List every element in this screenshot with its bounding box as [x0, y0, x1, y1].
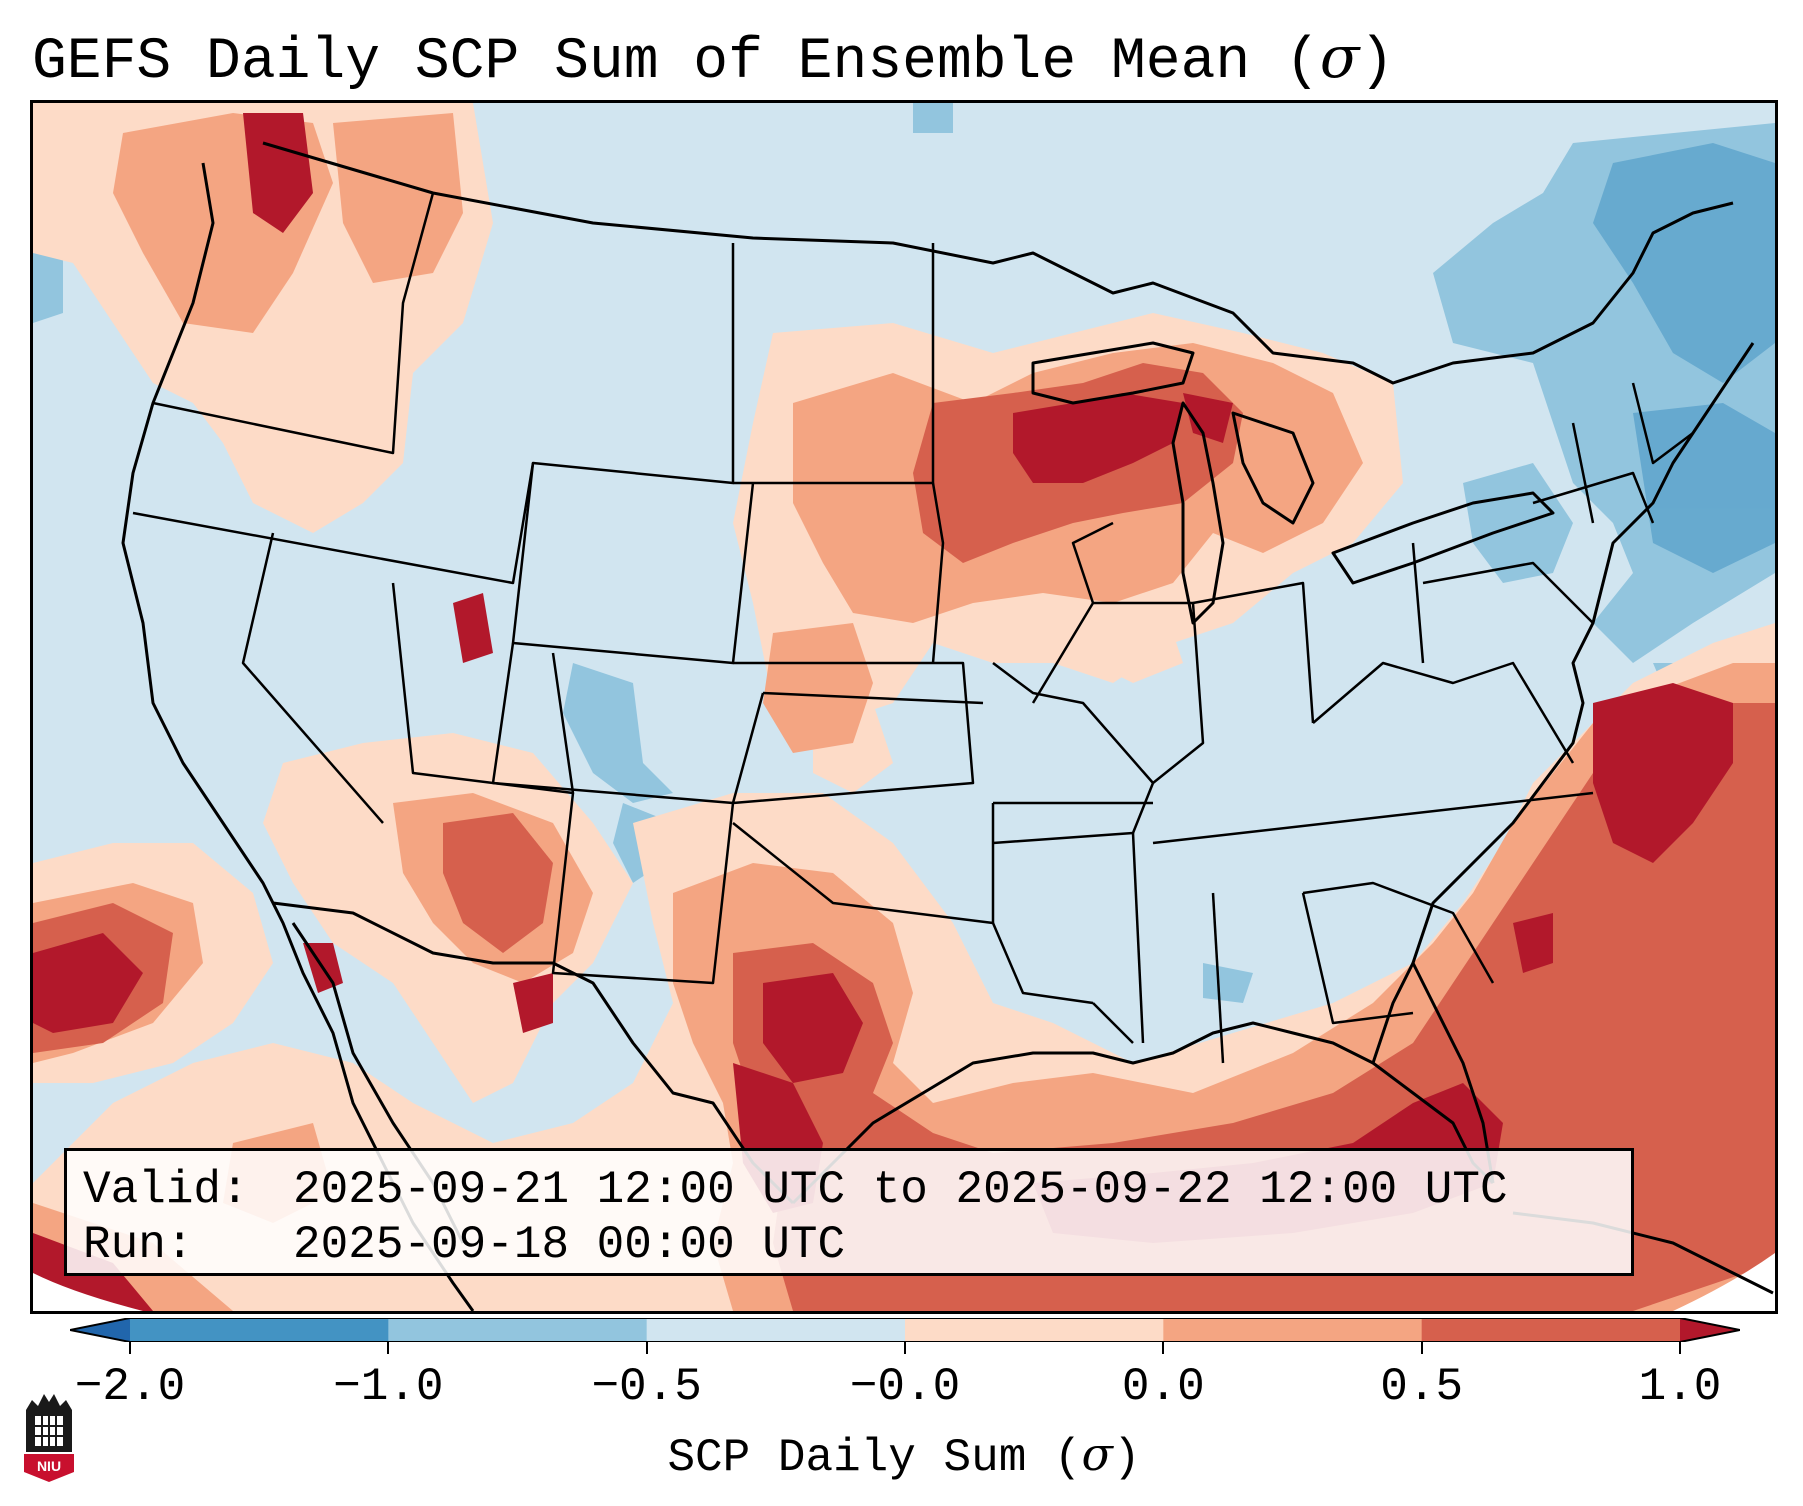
lake-erie-ontario [1331, 491, 1555, 585]
sigma-symbol: σ [1319, 23, 1360, 91]
valid-value: 2025-09-21 12:00 UTC to 2025-09-22 12:00… [293, 1164, 1508, 1216]
figure-title: GEFS Daily SCP Sum of Ensemble Mean (σ) [32, 23, 1395, 95]
lake-superior [1031, 341, 1195, 405]
valid-label: Valid: [83, 1164, 249, 1216]
run-line: Run: 2025-09-18 00:00 UTC [83, 1218, 1631, 1273]
colorbar-tick-mark [645, 1342, 648, 1354]
validity-info-box: Valid: 2025-09-21 12:00 UTC to 2025-09-22… [64, 1148, 1634, 1276]
colorbar-bin [905, 1318, 1164, 1342]
colorbar-bin [1421, 1318, 1681, 1342]
florida-coast [1371, 961, 1495, 1184]
valid-line: Valid: 2025-09-21 12:00 UTC to 2025-09-22… [83, 1163, 1631, 1218]
scp-anomaly-map [33, 103, 1775, 1311]
run-value: 2025-09-18 00:00 UTC [293, 1219, 846, 1271]
colorbar-tick-label: −1.0 [333, 1361, 444, 1413]
colorbar-tick-label: 1.0 [1638, 1361, 1722, 1413]
colorbar-tick-mark [1420, 1342, 1423, 1354]
east-coast [1411, 342, 1755, 964]
lake-michigan [1171, 401, 1225, 625]
colorbar-tick-mark [1679, 1342, 1681, 1354]
map-panel [30, 100, 1778, 1314]
colorbar-bin [130, 1318, 389, 1342]
colorbar-tick-label: −2.0 [74, 1361, 186, 1413]
state-borders [132, 192, 1694, 1064]
colorbar-tick-mark [387, 1342, 390, 1354]
niu-logo: NIU [24, 1394, 74, 1482]
run-label: Run: [83, 1219, 194, 1271]
colorbar [70, 1318, 1740, 1342]
canada-border [262, 141, 1734, 385]
sigma-symbol: σ [1081, 1427, 1113, 1481]
projection-edge-right [1673, 1253, 1775, 1311]
lake-huron [1231, 411, 1315, 525]
colorbar-tick-label: −0.0 [849, 1361, 961, 1413]
colorbar-bin [388, 1318, 648, 1342]
colorbar-extend-min [70, 1318, 130, 1342]
colorbar-extend-max [1680, 1318, 1740, 1342]
colorbar-tick-label: 0.0 [1121, 1361, 1205, 1413]
projection-edge-left [33, 1273, 143, 1311]
colorbar-tick-mark [904, 1342, 906, 1354]
colorbar-tick-label: 0.5 [1380, 1361, 1464, 1413]
gulf-coast [791, 1021, 1495, 1205]
colorbar-tick-label: −0.5 [591, 1361, 702, 1413]
colorbar-bin [1163, 1318, 1423, 1342]
logo-text: NIU [37, 1458, 61, 1474]
colorbar-label: SCP Daily Sum (σ) [667, 1427, 1141, 1484]
colorbar-tick-mark [129, 1342, 131, 1354]
colorbar-tick-mark [1162, 1342, 1165, 1354]
colorbar-bin [646, 1318, 906, 1342]
mexico-border [272, 901, 795, 1205]
